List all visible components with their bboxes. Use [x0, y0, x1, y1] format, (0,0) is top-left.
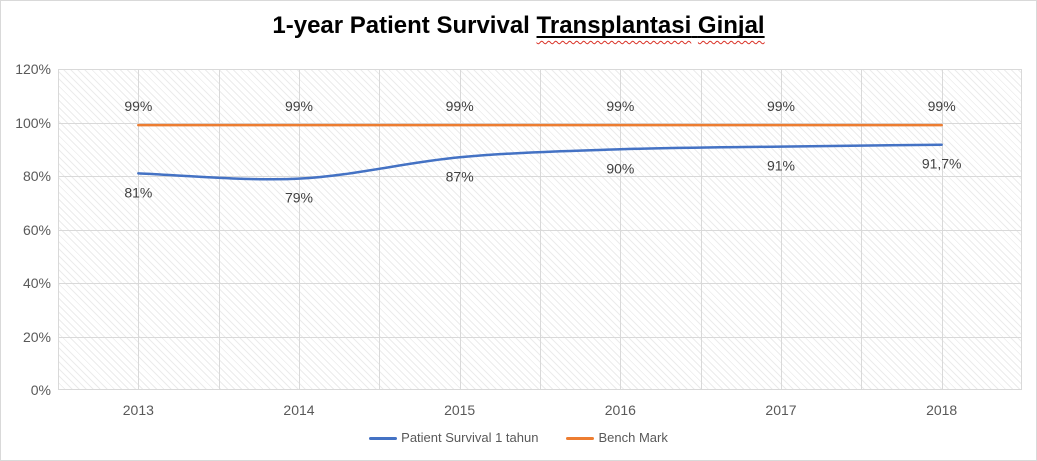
y-axis-tick-label: 40%: [22, 275, 51, 291]
data-label-patient-survival-1-tahun: 91,7%: [922, 156, 962, 172]
chart-title-underlined-text: Transplantasi Ginjal: [537, 12, 765, 39]
y-axis-tick-label: 120%: [15, 61, 51, 77]
x-axis-tick-label: 2014: [283, 402, 315, 418]
legend-item-bench-mark: Bench Mark: [566, 430, 668, 446]
x-axis-tick-label: 2017: [765, 402, 797, 418]
legend-item-patient-survival-1-tahun: Patient Survival 1 tahun: [369, 430, 538, 446]
data-label-bench-mark: 99%: [285, 98, 313, 114]
data-label-bench-mark: 99%: [767, 98, 795, 114]
y-axis-tick-label: 80%: [22, 168, 51, 184]
plot-svg: 81% 79% 87% 90% 91% 91,7% 99% 99% 99% 99% 99% 99%: [58, 69, 1022, 390]
y-axis-tick-label: 60%: [22, 221, 51, 238]
plot-area: 81% 79% 87% 90% 91% 91,7% 99% 99% 99% 99% 99% 99%: [58, 69, 1022, 390]
x-axis-tick-label: 2015: [444, 402, 476, 418]
data-label-patient-survival-1-tahun: 81%: [124, 184, 152, 200]
legend-label-patient-survival-1-tahun: Patient Survival 1 tahun: [401, 430, 539, 445]
chart-legend: Patient Survival 1 tahun Bench Mark: [1, 430, 1036, 446]
chart-title-word-ginjal: Ginjal: [697, 12, 765, 39]
y-axis-tick-label: 0%: [30, 382, 51, 398]
data-label-patient-survival-1-tahun: 87%: [446, 168, 474, 184]
legend-line-swatch-patient-survival-1-tahun: [369, 436, 398, 440]
data-label-bench-mark: 99%: [446, 98, 474, 114]
legend-line-swatch-bench-mark: [566, 436, 595, 440]
chart-title-plain-text: 1-year Patient Survival: [272, 12, 537, 39]
series-line-patient-survival-1-tahun: [137, 143, 943, 181]
x-axis-tick-label: 2018: [926, 402, 958, 418]
data-label-bench-mark: 99%: [606, 98, 634, 114]
data-label-patient-survival-1-tahun: 91%: [767, 158, 795, 174]
chart-title-word-transplantasi: Transplantasi: [536, 12, 692, 39]
x-axis-tick-label: 2013: [122, 402, 154, 418]
data-label-patient-survival-1-tahun: 79%: [285, 190, 313, 206]
chart-title: 1-year Patient Survival Transplantasi Gi…: [1, 12, 1036, 40]
legend-label-bench-mark: Bench Mark: [598, 430, 668, 445]
data-label-bench-mark: 99%: [928, 98, 956, 114]
y-axis-tick-label: 20%: [22, 328, 51, 345]
data-label-patient-survival-1-tahun: 90%: [606, 160, 634, 176]
gridlines: [58, 69, 1022, 390]
data-label-bench-mark: 99%: [124, 98, 152, 114]
y-axis-tick-label: 100%: [15, 114, 51, 131]
x-axis-tick-label: 2016: [604, 402, 636, 418]
